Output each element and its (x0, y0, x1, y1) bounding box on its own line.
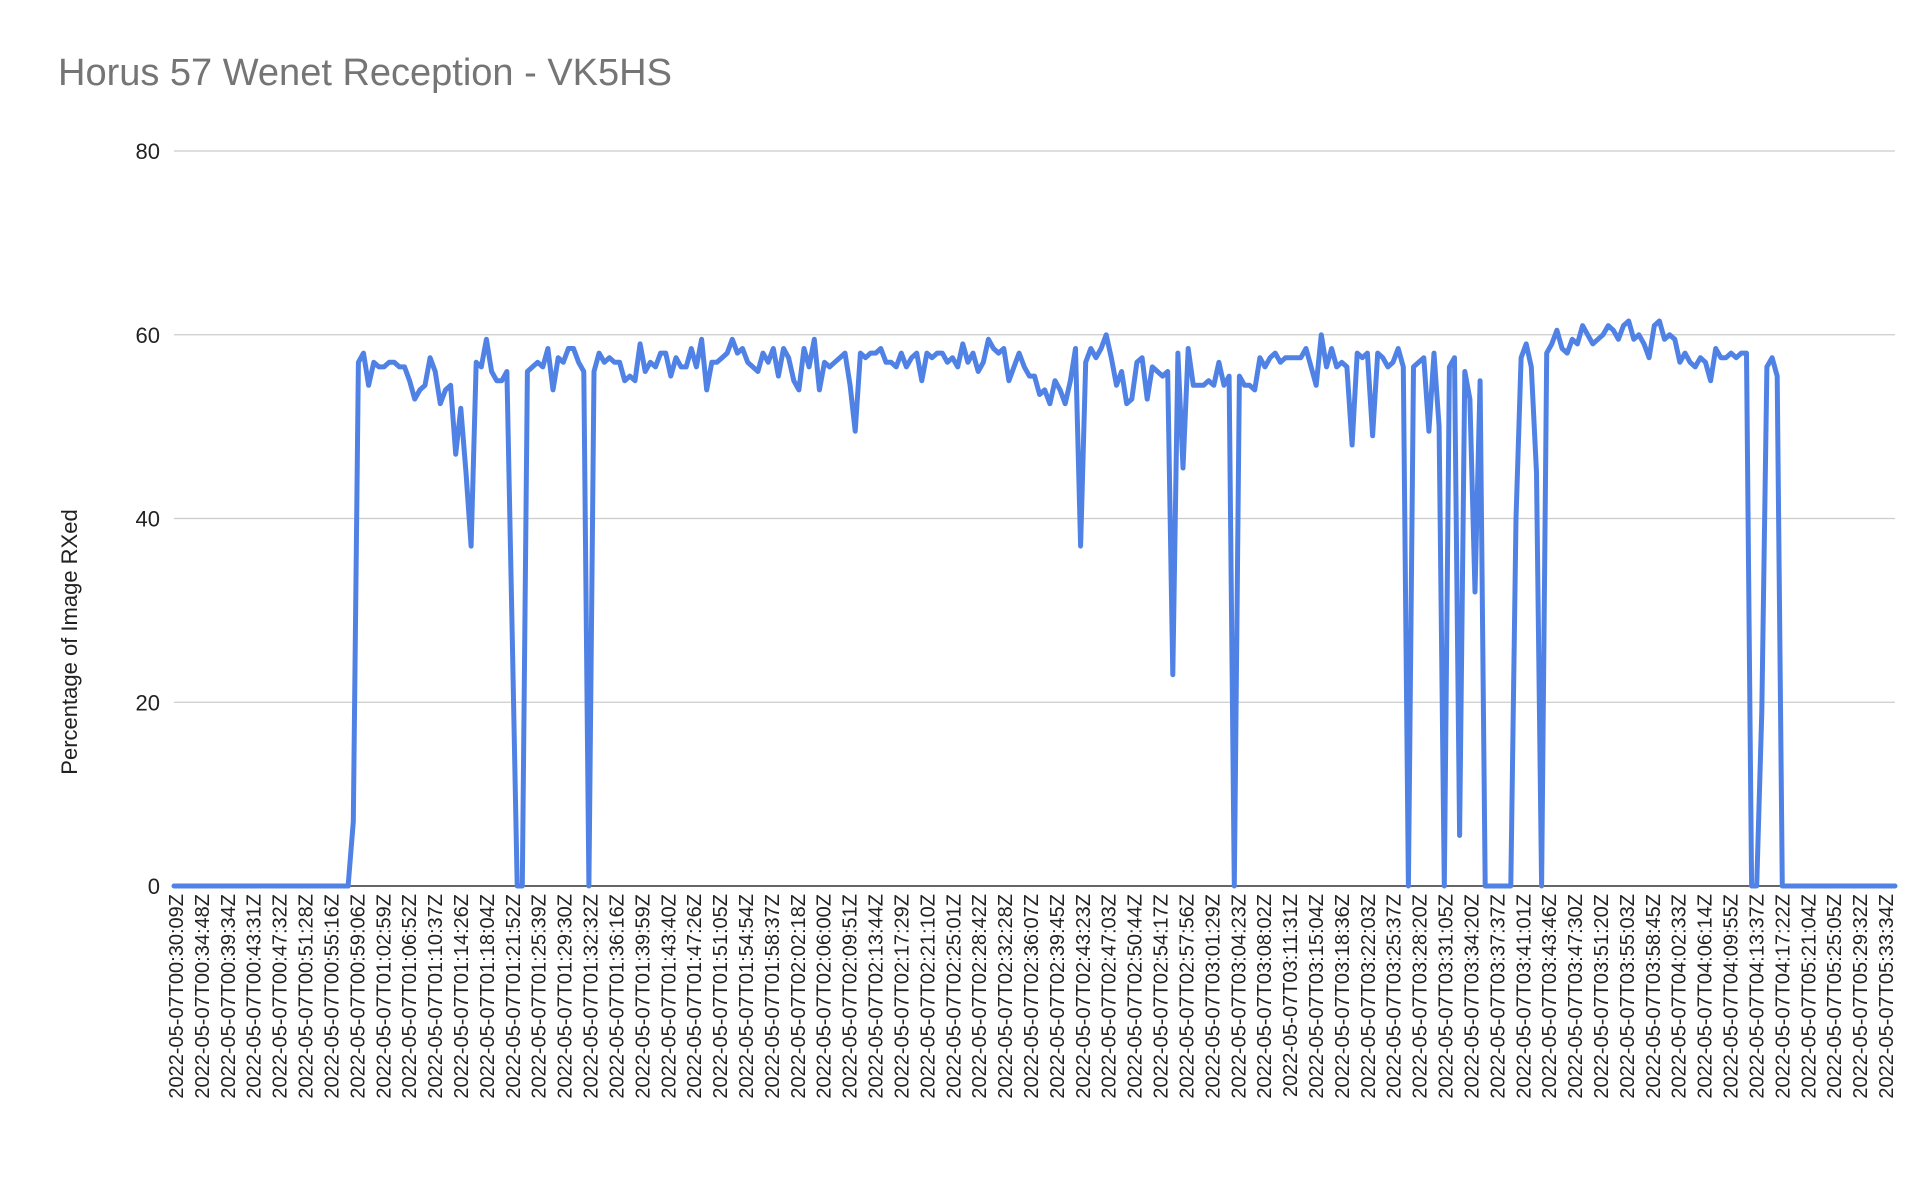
y-tick-label: 20 (136, 690, 160, 715)
x-tick-label: 2022-05-07T05:25:05Z (1824, 894, 1846, 1099)
x-tick-label: 2022-05-07T01:39:59Z (632, 894, 654, 1099)
x-tick-label: 2022-05-07T02:32:28Z (995, 894, 1017, 1099)
x-tick-label: 2022-05-07T00:55:16Z (322, 894, 344, 1099)
x-tick-label: 2022-05-07T03:51:20Z (1591, 894, 1613, 1099)
x-tick-label: 2022-05-07T00:51:28Z (296, 894, 318, 1099)
chart-title: Horus 57 Wenet Reception - VK5HS (58, 52, 672, 94)
y-tick-label: 60 (136, 323, 160, 348)
x-tick-label: 2022-05-07T04:06:14Z (1695, 894, 1717, 1099)
y-tick-label: 40 (136, 507, 160, 532)
x-axis-tick-labels: 2022-05-07T00:30:09Z 2022-05-07T00:34:48Z… (166, 894, 1898, 1099)
x-tick-label: 2022-05-07T01:14:26Z (451, 894, 473, 1099)
x-tick-label: 2022-05-07T01:43:40Z (658, 894, 680, 1099)
x-tick-label: 2022-05-07T02:17:29Z (892, 894, 914, 1099)
x-tick-label: 2022-05-07T01:18:04Z (477, 894, 499, 1099)
x-tick-label: 2022-05-07T05:29:32Z (1850, 894, 1872, 1099)
x-tick-label: 2022-05-07T00:59:06Z (347, 894, 369, 1099)
x-tick-label: 2022-05-07T02:06:00Z (814, 894, 836, 1099)
x-tick-label: 2022-05-07T01:06:52Z (399, 894, 421, 1099)
x-tick-label: 2022-05-07T02:28:42Z (969, 894, 991, 1099)
x-tick-label: 2022-05-07T02:47:03Z (1099, 894, 1121, 1099)
x-tick-label: 2022-05-07T04:02:33Z (1669, 894, 1691, 1099)
x-tick-label: 2022-05-07T01:36:16Z (607, 894, 629, 1099)
x-tick-label: 2022-05-07T00:34:48Z (192, 894, 214, 1099)
x-tick-label: 2022-05-07T02:57:56Z (1177, 894, 1199, 1099)
y-axis-tick-labels: 0 20 40 60 80 (136, 139, 160, 899)
x-tick-label: 2022-05-07T00:39:34Z (218, 894, 240, 1099)
gridlines (174, 150, 1895, 703)
x-tick-label: 2022-05-07T03:08:02Z (1254, 894, 1276, 1099)
x-tick-label: 2022-05-07T01:51:05Z (710, 894, 732, 1099)
x-tick-label: 2022-05-07T02:02:18Z (788, 894, 810, 1099)
x-tick-label: 2022-05-07T03:47:30Z (1565, 894, 1587, 1099)
x-tick-label: 2022-05-07T03:18:36Z (1332, 894, 1354, 1099)
x-tick-label: 2022-05-07T03:01:29Z (1202, 894, 1224, 1099)
x-tick-label: 2022-05-07T01:25:39Z (529, 894, 551, 1099)
x-tick-label: 2022-05-07T00:30:09Z (166, 894, 188, 1099)
x-tick-label: 2022-05-07T01:02:59Z (373, 894, 395, 1099)
x-tick-label: 2022-05-07T00:47:32Z (270, 894, 292, 1099)
x-tick-label: 2022-05-07T02:39:45Z (1047, 894, 1069, 1099)
x-tick-label: 2022-05-07T02:43:23Z (1073, 894, 1095, 1099)
x-tick-label: 2022-05-07T01:21:52Z (503, 894, 525, 1099)
x-tick-label: 2022-05-07T02:36:07Z (1021, 894, 1043, 1099)
y-tick-label: 0 (148, 874, 160, 899)
x-tick-label: 2022-05-07T02:13:44Z (866, 894, 888, 1099)
x-tick-label: 2022-05-07T03:28:20Z (1410, 894, 1432, 1099)
x-tick-label: 2022-05-07T05:21:04Z (1798, 894, 1820, 1099)
x-tick-label: 2022-05-07T04:13:37Z (1747, 894, 1769, 1099)
x-tick-label: 2022-05-07T02:54:17Z (1151, 894, 1173, 1099)
x-tick-label: 2022-05-07T03:22:03Z (1358, 894, 1380, 1099)
y-axis-label: Percentage of Image RXed (57, 509, 82, 774)
x-tick-label: 2022-05-07T03:15:04Z (1306, 894, 1328, 1099)
x-tick-label: 2022-05-07T03:55:03Z (1617, 894, 1639, 1099)
x-tick-label: 2022-05-07T01:10:37Z (425, 894, 447, 1099)
y-tick-label: 80 (136, 139, 160, 164)
x-tick-label: 2022-05-07T03:41:01Z (1513, 894, 1535, 1099)
x-tick-label: 2022-05-07T04:17:22Z (1772, 894, 1794, 1099)
x-tick-label: 2022-05-07T01:29:30Z (555, 894, 577, 1099)
x-tick-label: 2022-05-07T03:37:37Z (1487, 894, 1509, 1099)
x-tick-label: 2022-05-07T03:11:31Z (1280, 894, 1302, 1097)
x-tick-label: 2022-05-07T04:09:55Z (1721, 894, 1743, 1099)
x-tick-label: 2022-05-07T05:33:34Z (1876, 894, 1898, 1099)
x-tick-label: 2022-05-07T01:47:26Z (684, 894, 706, 1099)
x-tick-label: 2022-05-07T01:58:37Z (762, 894, 784, 1099)
x-tick-label: 2022-05-07T00:43:31Z (244, 894, 266, 1099)
x-tick-label: 2022-05-07T02:50:44Z (1125, 894, 1147, 1099)
x-tick-label: 2022-05-07T03:43:46Z (1539, 894, 1561, 1099)
x-tick-label: 2022-05-07T03:04:23Z (1228, 894, 1250, 1099)
x-tick-label: 2022-05-07T03:25:37Z (1384, 894, 1406, 1099)
series-line (171, 318, 1898, 889)
x-tick-label: 2022-05-07T02:21:10Z (917, 894, 939, 1099)
x-tick-label: 2022-05-07T03:34:20Z (1462, 894, 1484, 1099)
x-tick-label: 2022-05-07T03:31:05Z (1436, 894, 1458, 1099)
x-tick-label: 2022-05-07T01:54:54Z (736, 894, 758, 1099)
x-tick-label: 2022-05-07T02:25:01Z (943, 894, 965, 1099)
x-tick-label: 2022-05-07T02:09:51Z (840, 894, 862, 1099)
x-tick-label: 2022-05-07T03:58:45Z (1643, 894, 1665, 1099)
x-tick-label: 2022-05-07T01:32:32Z (581, 894, 603, 1099)
